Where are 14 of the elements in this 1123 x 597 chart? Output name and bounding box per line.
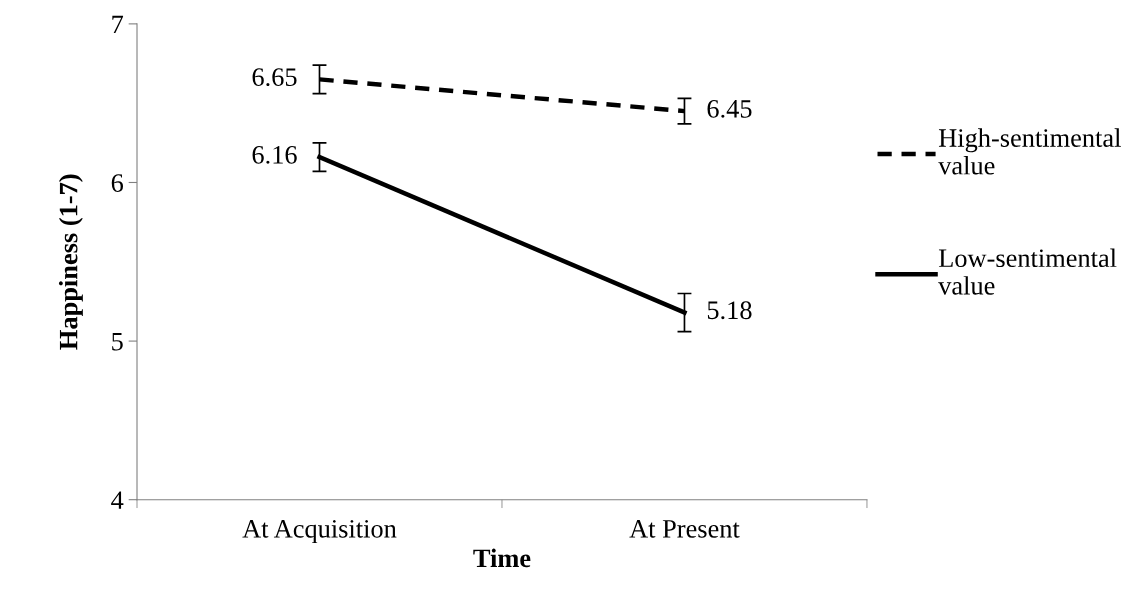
x-tick-label: At Acquisition: [242, 519, 397, 544]
x-tick-label: At Present: [629, 520, 740, 538]
data-label: 5.18: [707, 301, 752, 320]
y-tick-label: 7: [112, 15, 124, 34]
y-tick-label: 5: [112, 332, 123, 351]
data-label: 6.16: [252, 145, 297, 164]
y-axis-title: Happiness (1-7): [58, 174, 83, 350]
data-label: 6.65: [252, 68, 297, 87]
legend-label: Low-sentimental value: [938, 248, 1117, 295]
x-axis-title: Time: [473, 548, 531, 568]
data-label: 6.45: [707, 99, 752, 118]
legend-label: High-sentimental value: [938, 128, 1121, 175]
y-tick-label: 4: [111, 491, 124, 509]
y-tick-label: 6: [111, 174, 124, 192]
